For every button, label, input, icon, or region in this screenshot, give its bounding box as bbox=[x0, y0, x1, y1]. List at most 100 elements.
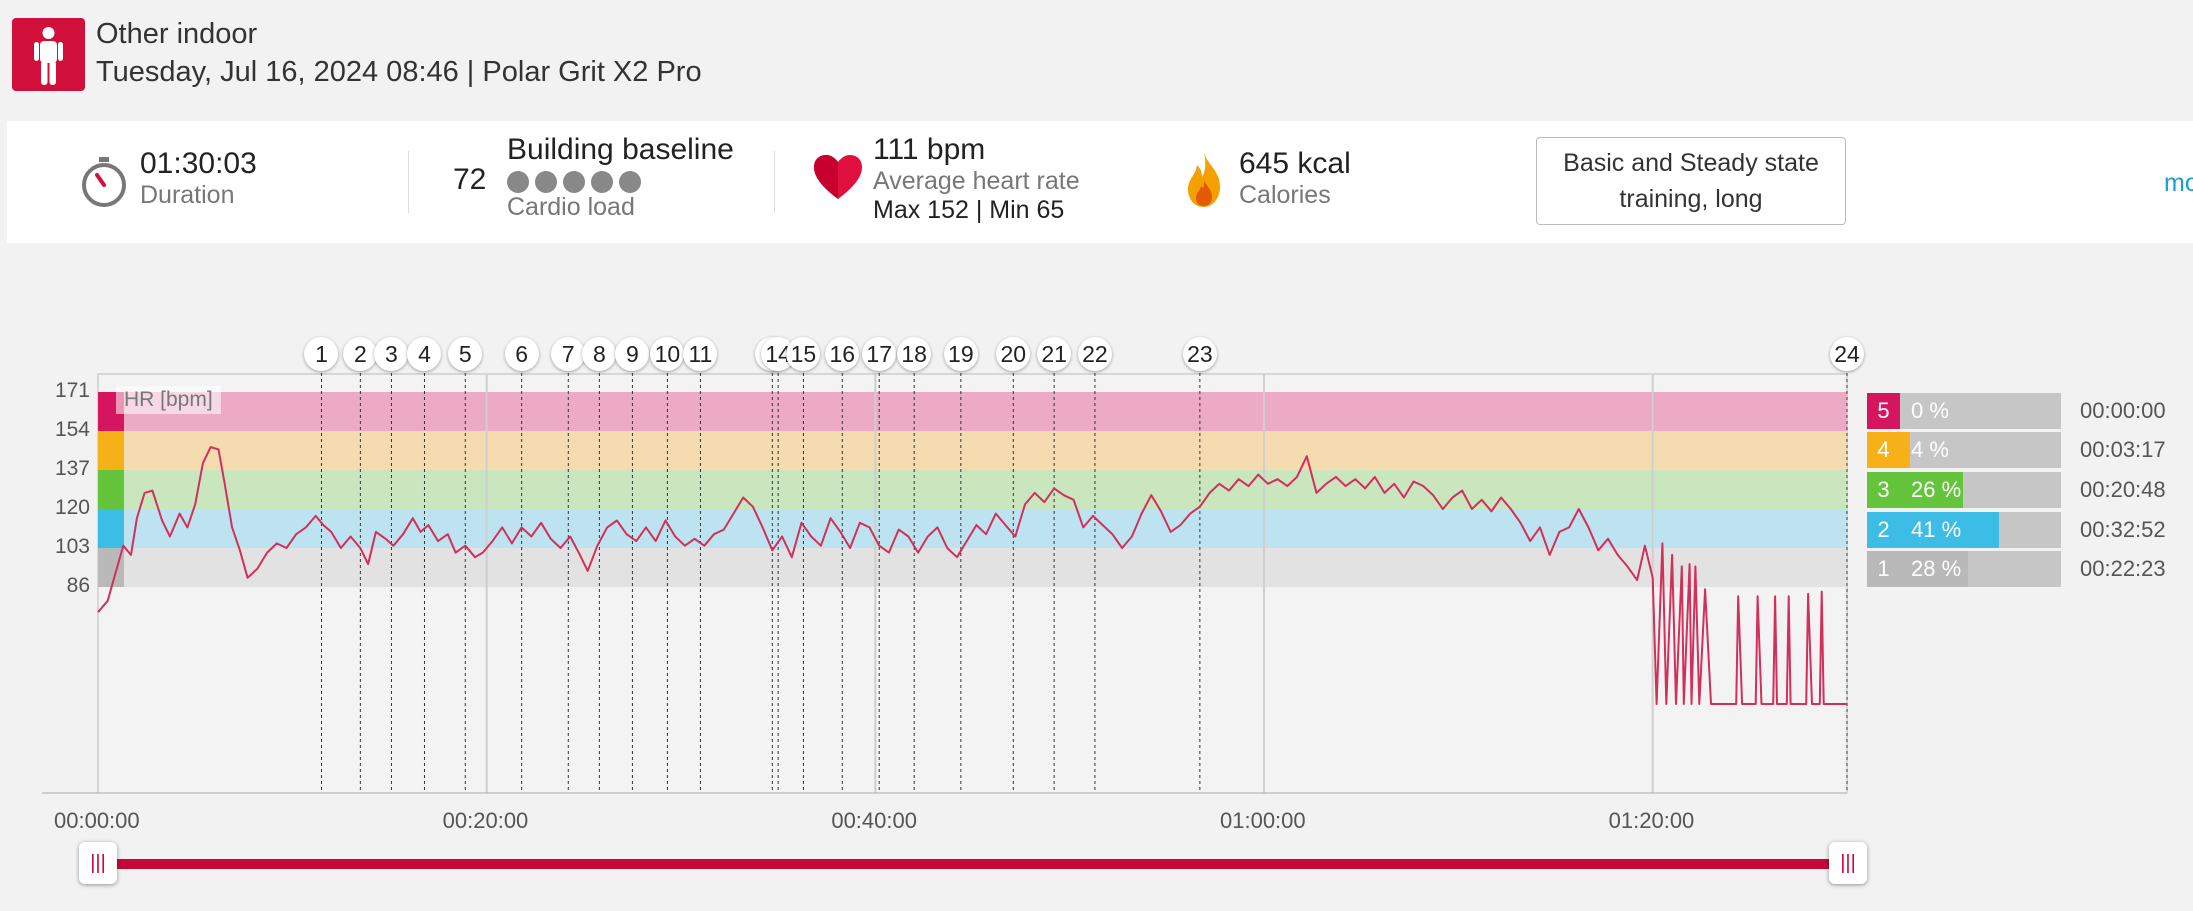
cardio-dot bbox=[619, 171, 641, 193]
lap-marker[interactable]: 24 bbox=[1830, 337, 1864, 371]
zone-time: 00:03:17 bbox=[2080, 437, 2166, 462]
zone-time: 00:22:23 bbox=[2080, 556, 2166, 581]
lap-marker[interactable]: 3 bbox=[374, 337, 409, 371]
lap-marker[interactable]: 17 bbox=[862, 337, 897, 371]
zone-time: 00:00:00 bbox=[2080, 398, 2166, 423]
cardio-load-block: Building baseline Cardio load bbox=[507, 133, 734, 222]
x-tick-label: 00:40:00 bbox=[831, 808, 917, 833]
hr-zone-band bbox=[98, 548, 1847, 587]
divider bbox=[774, 151, 775, 213]
zone-row: 1 28 % bbox=[1867, 551, 2061, 587]
person-standing-icon bbox=[34, 27, 63, 85]
zone-fill-bar bbox=[1900, 432, 1910, 468]
x-tick-label: 00:00:00 bbox=[54, 808, 140, 833]
summary-panel: 01:30:03 Duration 72 Building baseline C… bbox=[7, 121, 2193, 243]
lap-marker[interactable]: 6 bbox=[504, 337, 539, 371]
cardio-load-value-wrap: 72 bbox=[453, 163, 486, 197]
lap-marker[interactable]: 18 bbox=[897, 337, 932, 371]
hr-zone-strip bbox=[98, 509, 124, 548]
zone-row: 3 26 % bbox=[1867, 472, 2061, 508]
calories-label: Calories bbox=[1239, 181, 1331, 209]
cardio-load-label: Cardio load bbox=[507, 193, 635, 221]
lap-marker[interactable]: 21 bbox=[1037, 337, 1072, 371]
cardio-load-status: Building baseline bbox=[507, 133, 734, 166]
lap-marker[interactable]: 1 bbox=[304, 337, 339, 371]
y-tick-label: 137 bbox=[54, 457, 90, 480]
zone-percent: 41 % bbox=[1911, 517, 1962, 542]
zone-row: 2 41 % bbox=[1867, 512, 2061, 548]
lap-marker[interactable]: 16 bbox=[825, 337, 860, 371]
calories-block: 645 kcal Calories bbox=[1239, 147, 1351, 210]
hr-zone-strip bbox=[98, 470, 124, 509]
zone-number: 4 bbox=[1867, 432, 1900, 468]
hr-zone-band bbox=[98, 392, 1847, 431]
zone-time: 00:32:52 bbox=[2080, 517, 2166, 542]
lap-lines bbox=[320, 355, 1848, 793]
flame-icon bbox=[1188, 153, 1220, 207]
lap-marker[interactable]: 9 bbox=[615, 337, 650, 371]
cardio-load-dots bbox=[507, 171, 734, 193]
cardio-load-value: 72 bbox=[453, 163, 487, 196]
lap-marker[interactable]: 15 bbox=[786, 337, 821, 371]
lap-marker[interactable]: 5 bbox=[448, 337, 483, 371]
lap-marker[interactable]: 2 bbox=[343, 337, 378, 371]
duration-block: 01:30:03 Duration bbox=[140, 147, 257, 210]
x-tick-label: 00:20:00 bbox=[442, 808, 529, 833]
time-range-bar[interactable] bbox=[98, 859, 1848, 869]
cardio-dot bbox=[563, 171, 585, 193]
lap-marker[interactable]: 4 bbox=[407, 337, 442, 371]
zone-number: 2 bbox=[1867, 512, 1900, 548]
zone-percent: 26 % bbox=[1911, 477, 1962, 502]
y-tick-label: 86 bbox=[66, 574, 90, 597]
zone-percent: 0 % bbox=[1911, 398, 1949, 423]
lap-marker[interactable]: 19 bbox=[943, 337, 978, 371]
lap-marker[interactable]: 20 bbox=[996, 337, 1031, 371]
hr-series-line bbox=[97, 446, 1847, 705]
zone-number: 1 bbox=[1867, 551, 1900, 587]
x-tick-label: 01:20:00 bbox=[1608, 808, 1695, 833]
range-handle-start[interactable]: ||| bbox=[79, 842, 117, 884]
hr-zone-band bbox=[98, 431, 1847, 470]
divider bbox=[408, 151, 409, 213]
y-tick-label: 120 bbox=[54, 496, 90, 519]
cardio-dot bbox=[591, 171, 613, 193]
hr-zone-band bbox=[98, 470, 1847, 509]
heart-icon bbox=[814, 155, 862, 199]
duration-value: 01:30:03 bbox=[140, 147, 257, 180]
cardio-dot bbox=[507, 171, 529, 193]
avg-hr-label: Average heart rate bbox=[873, 167, 1080, 195]
more-link[interactable]: mo bbox=[2164, 169, 2193, 197]
lap-marker[interactable]: 7 bbox=[551, 337, 586, 371]
sport-icon bbox=[12, 18, 85, 91]
avg-hr-value: 111 bpm bbox=[873, 133, 986, 166]
hr-zone-strip bbox=[98, 431, 124, 470]
lap-marker[interactable]: 10 bbox=[650, 337, 685, 371]
lap-marker[interactable]: 8 bbox=[582, 337, 617, 371]
lap-marker[interactable]: 23 bbox=[1182, 337, 1217, 371]
calories-value: 645 kcal bbox=[1239, 147, 1351, 180]
zone-fill-bar bbox=[1900, 472, 1963, 508]
hr-max-min: Max 152 | Min 65 bbox=[873, 196, 1065, 224]
page-title: Other indoor bbox=[96, 18, 258, 50]
zone-percent: 4 % bbox=[1911, 437, 1949, 462]
zone-number: 5 bbox=[1867, 393, 1900, 429]
training-benefit-badge: Basic and Steady state training, long bbox=[1536, 137, 1846, 225]
y-tick-label: 171 bbox=[54, 379, 90, 402]
zone-row: 4 4 % bbox=[1867, 432, 2061, 468]
y-tick-label: 103 bbox=[54, 535, 90, 558]
zone-time: 00:20:48 bbox=[2080, 477, 2166, 502]
heart-icon-wrap bbox=[812, 153, 864, 206]
zone-fill-bar bbox=[1900, 512, 1999, 548]
zone-number: 3 bbox=[1867, 472, 1900, 508]
cardio-dot bbox=[535, 171, 557, 193]
x-tick-label: 01:00:00 bbox=[1220, 808, 1306, 833]
zone-bands bbox=[42, 374, 1847, 794]
range-handle-end[interactable]: ||| bbox=[1829, 842, 1867, 884]
lap-marker[interactable]: 11 bbox=[683, 337, 718, 371]
y-tick-label: 154 bbox=[54, 418, 90, 441]
session-subtitle: Tuesday, Jul 16, 2024 08:46 | Polar Grit… bbox=[96, 56, 702, 88]
chart-ylabel: HR [bpm] bbox=[116, 386, 221, 414]
lap-marker[interactable]: 22 bbox=[1077, 337, 1112, 371]
duration-icon-wrap bbox=[79, 155, 129, 214]
